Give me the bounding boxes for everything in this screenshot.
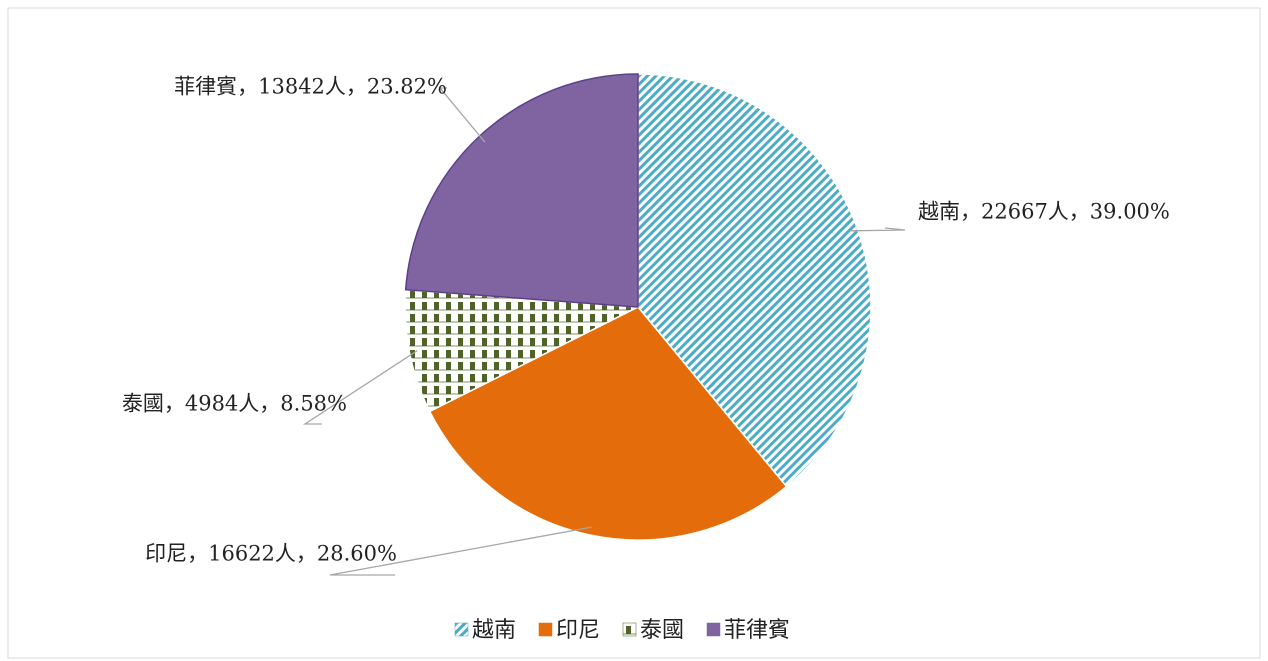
- legend-label: 泰國: [640, 618, 684, 643]
- leader-line: [849, 227, 906, 232]
- legend-swatch: [454, 622, 469, 637]
- legend-swatch: [706, 622, 721, 637]
- leader-line: [302, 350, 418, 425]
- data-label: 越南，22667人，39.00%: [918, 200, 1170, 224]
- pie-slice: [404, 288, 641, 413]
- leader-line: [329, 526, 592, 576]
- data-label: 泰國，4984人，8.58%: [122, 392, 347, 416]
- data-label: 印尼，16622人，28.60%: [145, 542, 397, 566]
- legend-label: 印尼: [556, 618, 600, 643]
- legend-label: 菲律賓: [724, 618, 790, 643]
- pie-slice: [637, 73, 872, 488]
- legend-swatch: [622, 622, 637, 637]
- pie: [404, 73, 872, 541]
- data-label: 菲律賓，13842人，23.82%: [174, 75, 447, 99]
- data-labels: 越南，22667人，39.00% 印尼，16622人，28.60% 泰國，4984人…: [122, 75, 1170, 576]
- legend: 越南 印尼 泰國 菲律賓: [454, 618, 790, 643]
- legend-label: 越南: [472, 618, 516, 643]
- leader-line: [438, 87, 486, 143]
- pie-slice: [428, 306, 788, 541]
- legend-swatch: [538, 622, 553, 637]
